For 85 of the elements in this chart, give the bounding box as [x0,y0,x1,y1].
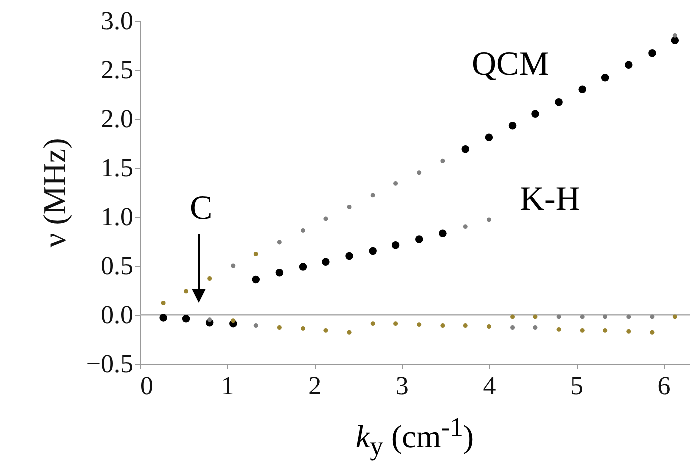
point [252,276,260,284]
y-tick-label: 1.5 [101,154,134,182]
point [508,122,517,130]
point [254,252,258,256]
x-tick-label: 6 [658,372,671,400]
point [462,146,470,154]
point [160,314,168,322]
point [648,49,656,58]
point [254,324,258,328]
y-tick-label: 2.0 [101,104,134,134]
y-axis-title: ν (MHz) [36,138,72,248]
point [650,330,655,335]
point [626,314,632,320]
point [440,158,446,164]
y-tick-label: 2.5 [101,56,134,84]
annotation: QCM [472,46,550,83]
y-tick-label: −0.5 [86,350,134,378]
point [394,322,398,326]
point [580,328,585,333]
point [625,61,633,69]
point [276,268,284,277]
point [555,98,563,106]
point [650,314,655,320]
point [626,329,632,334]
point [486,324,492,329]
x-tick-label: 0 [140,372,154,400]
point [440,324,446,328]
point [301,326,306,331]
point [394,181,398,186]
point [370,322,376,326]
point [346,252,354,260]
y-tick-label: 0.5 [101,252,134,280]
annotation: K-H [520,181,580,218]
point [277,240,282,245]
point [324,328,328,333]
point [532,110,540,118]
point [601,74,610,82]
point [510,314,516,320]
y-tick-label: 1.0 [101,202,134,232]
point [301,228,306,233]
point [510,326,516,330]
point [556,314,562,320]
point [324,216,328,222]
point [347,204,352,210]
point [370,193,376,198]
x-tick-label: 4 [483,372,496,400]
point [299,263,308,271]
point [533,326,538,330]
point [672,314,678,320]
point [161,301,166,306]
point [533,314,538,320]
point [578,86,586,94]
point [580,314,585,320]
point [322,258,330,266]
point [671,36,680,44]
x-tick-label: 3 [396,372,409,400]
point [439,230,447,238]
point [417,322,422,328]
point [672,33,678,38]
point [603,328,608,333]
point [369,247,377,256]
point [415,236,424,244]
y-tick-label: 0.0 [101,300,134,330]
point [277,326,282,330]
x-tick-label: 5 [570,372,584,400]
point [485,134,494,142]
point [347,330,352,335]
y-tick-label: 3.0 [101,6,134,36]
point [184,289,189,294]
point [208,318,212,322]
point [463,324,468,328]
point [603,314,608,320]
point [417,170,422,176]
point [463,224,468,230]
x-tick-label: 1 [221,372,234,400]
point [392,242,400,250]
x-tick-label: 2 [308,372,322,400]
x-axis-title: k$_{y}$ (cm$^{-1}$) [356,412,474,462]
annotation: C [190,190,213,227]
point [556,327,562,332]
point [231,264,236,268]
point [486,218,492,222]
point [208,276,212,281]
point [231,318,236,324]
point [182,315,190,323]
